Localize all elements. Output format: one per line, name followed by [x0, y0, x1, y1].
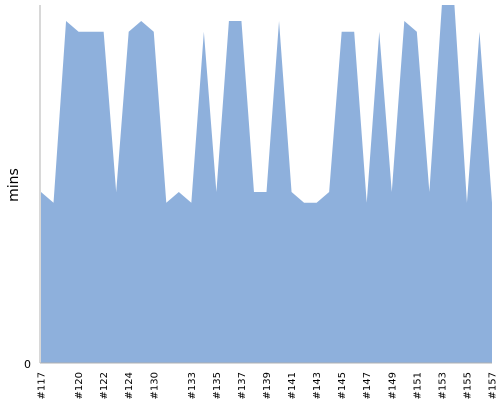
series-area [41, 5, 492, 363]
y-axis-label: mins [6, 168, 22, 202]
plot-area [41, 5, 492, 363]
x-tick-label: #117 [37, 372, 48, 399]
x-tick-label: #143 [312, 372, 323, 399]
x-tick-label: #120 [74, 372, 85, 399]
x-tick-label: #145 [337, 372, 348, 399]
y-tick-label-0: 0 [24, 358, 31, 371]
x-tick-label: #157 [488, 372, 499, 399]
x-tick-label: #139 [262, 372, 273, 399]
x-tick-label: #135 [212, 372, 223, 399]
x-tick-label: #141 [287, 372, 298, 399]
x-tick-label: #155 [462, 372, 473, 399]
x-tick-label: #149 [387, 372, 398, 399]
x-tick-label: #137 [237, 372, 248, 399]
x-tick-labels: #117 #120 #122 #124 #130 #133 #135 #137 #139 #141… [37, 372, 499, 399]
x-tick-label: #133 [187, 372, 198, 399]
x-tick-label: #151 [412, 372, 423, 399]
x-tick-label: #130 [149, 372, 160, 399]
x-tick-label: #124 [124, 372, 135, 399]
x-tick-label: #153 [437, 372, 448, 399]
x-tick-label: #147 [362, 372, 373, 399]
x-tick-label: #122 [99, 372, 110, 399]
